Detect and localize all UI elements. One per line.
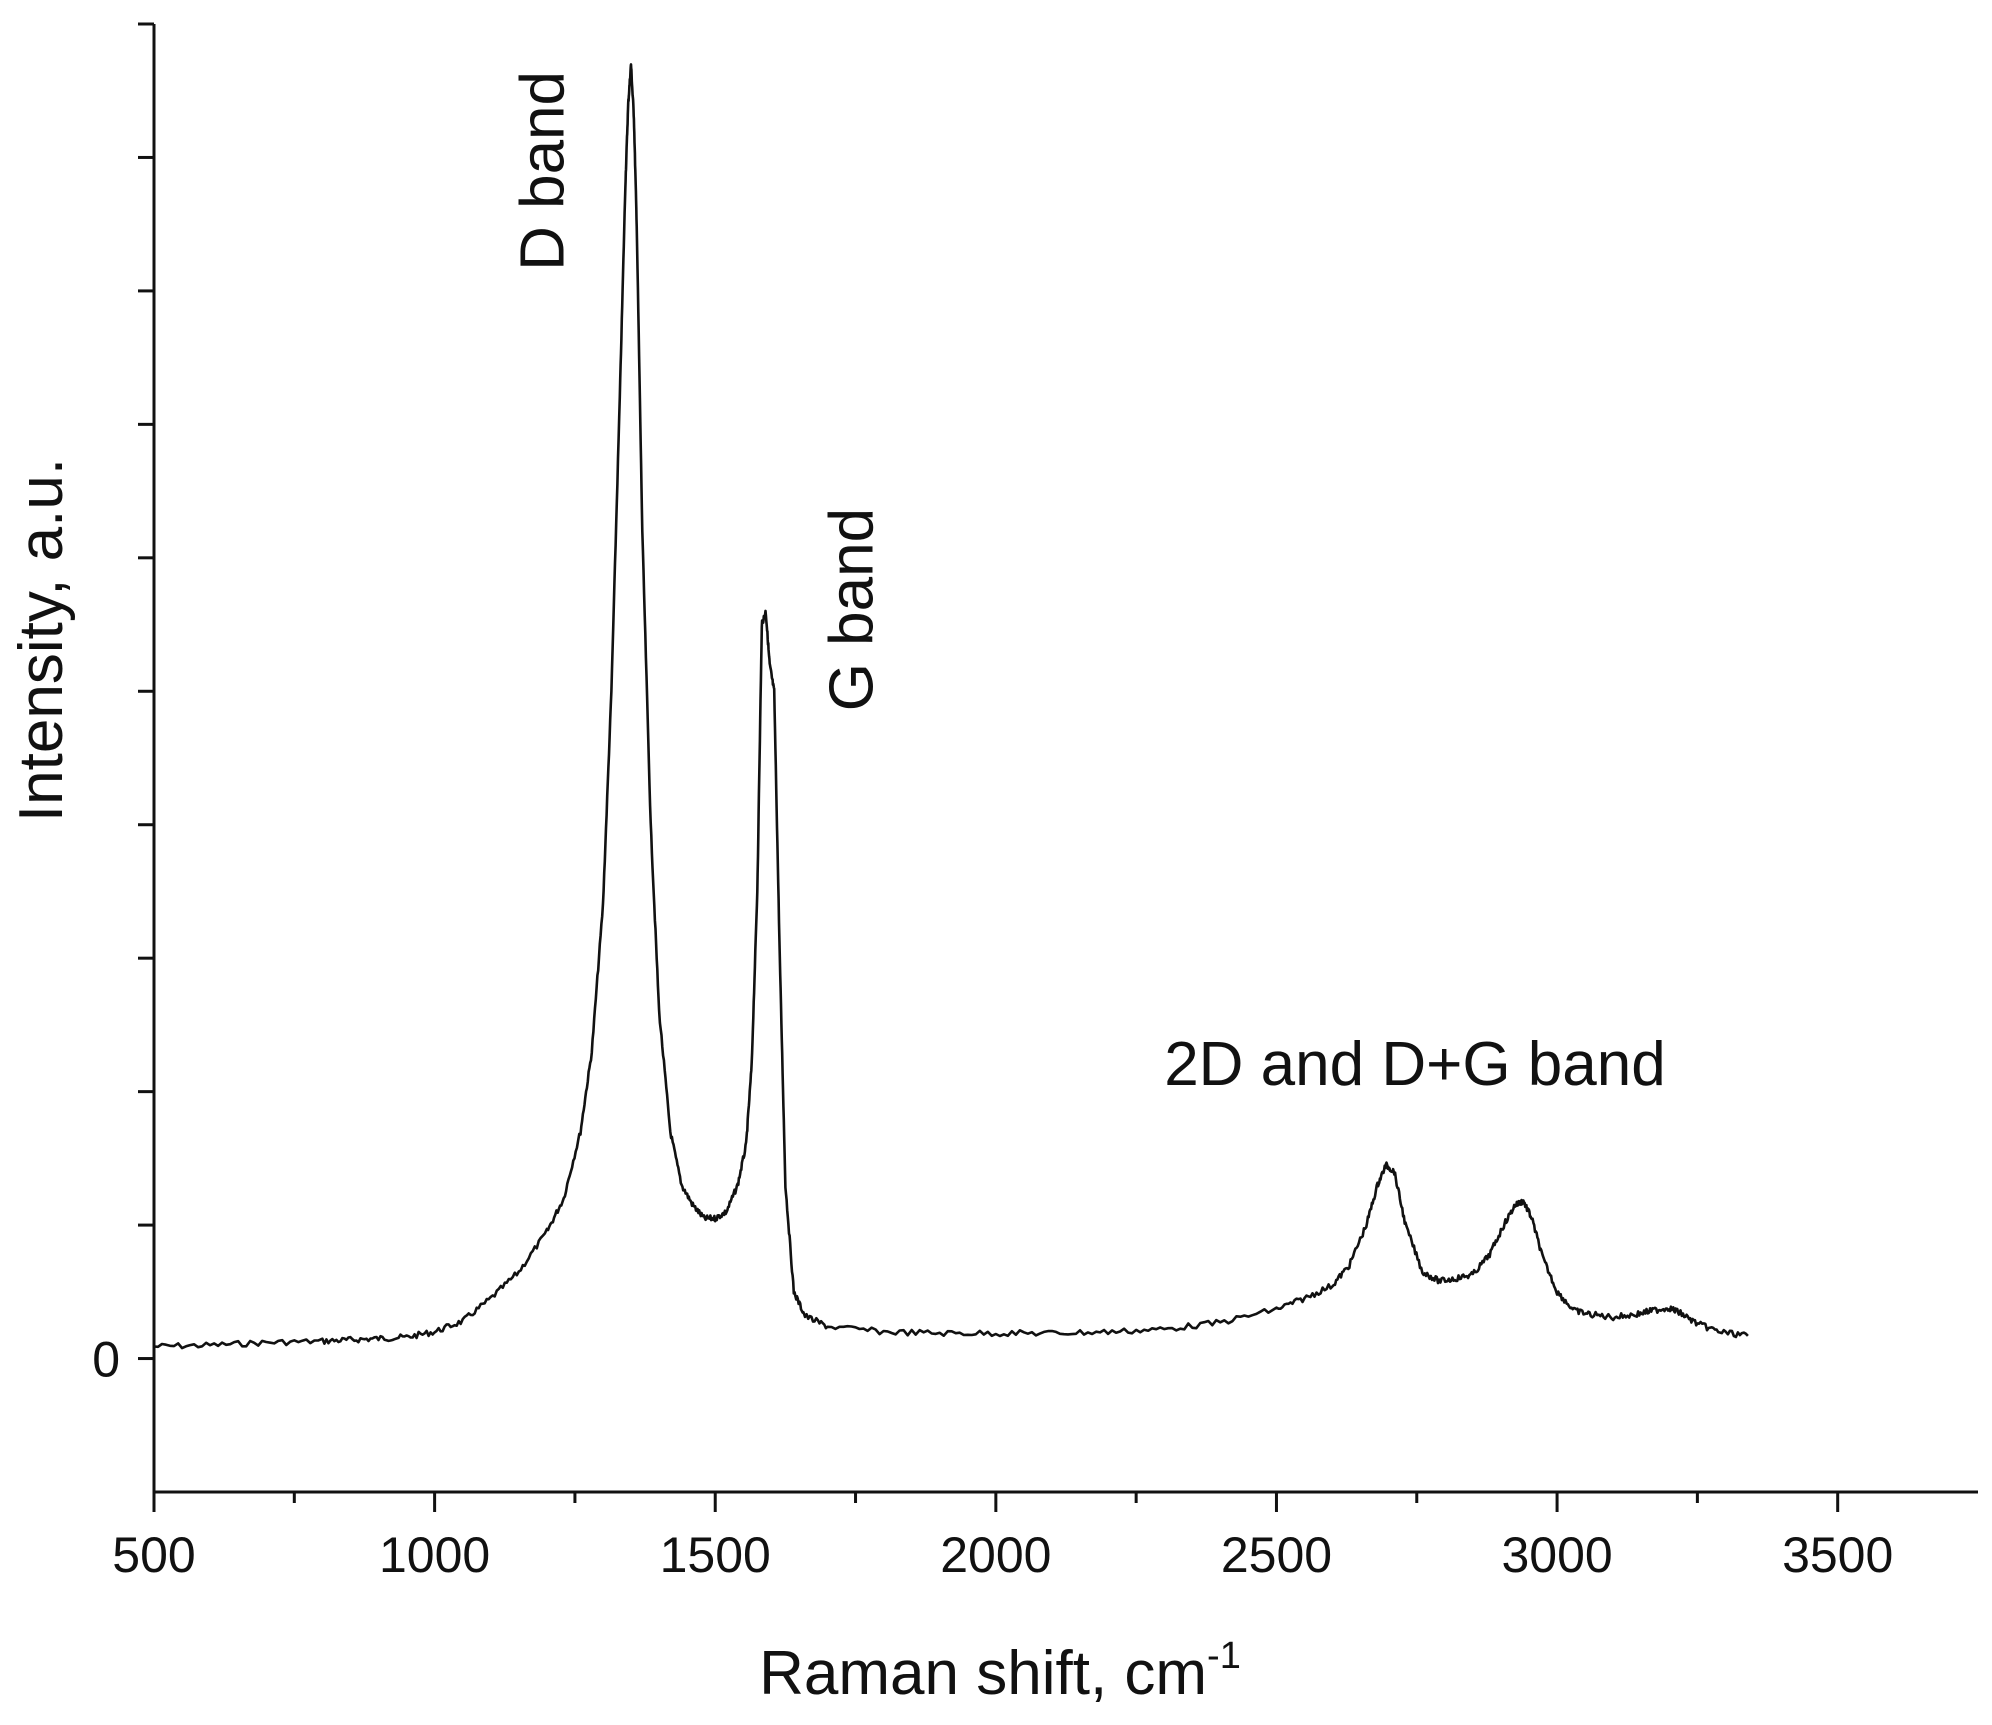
x-tick-label: 3500 bbox=[1782, 1527, 1893, 1583]
x-axis-title-superscript: -1 bbox=[1207, 1635, 1241, 1677]
y-tick-label: 0 bbox=[92, 1332, 120, 1388]
peak-annotation: 2D and D+G band bbox=[1164, 1030, 1666, 1099]
x-tick-label: 2500 bbox=[1221, 1527, 1332, 1583]
peak-annotation: G band bbox=[817, 508, 886, 711]
spectrum-line bbox=[153, 63, 1749, 1350]
x-tick-label: 1000 bbox=[379, 1527, 490, 1583]
x-tick-label: 500 bbox=[112, 1527, 195, 1583]
peak-annotations: D band G band 2D and D+G band bbox=[509, 71, 1666, 1099]
axis-ticks bbox=[138, 22, 1840, 1512]
x-axis-title: Raman shift, cm-1 bbox=[759, 1635, 1241, 1708]
y-axis-title: Intensity, a.u. bbox=[7, 458, 76, 822]
x-tick-label: 2000 bbox=[940, 1527, 1051, 1583]
x-tick-label: 3000 bbox=[1501, 1527, 1612, 1583]
x-tick-label: 1500 bbox=[660, 1527, 771, 1583]
axis-tick-labels: 500 1000 1500 2000 2500 3000 3500 0 bbox=[92, 1332, 1893, 1583]
axes bbox=[152, 24, 1978, 1494]
x-axis-title-text: Raman shift, cm bbox=[759, 1639, 1207, 1708]
peak-annotation: D band bbox=[509, 71, 578, 271]
spectrum-series bbox=[153, 63, 1749, 1350]
